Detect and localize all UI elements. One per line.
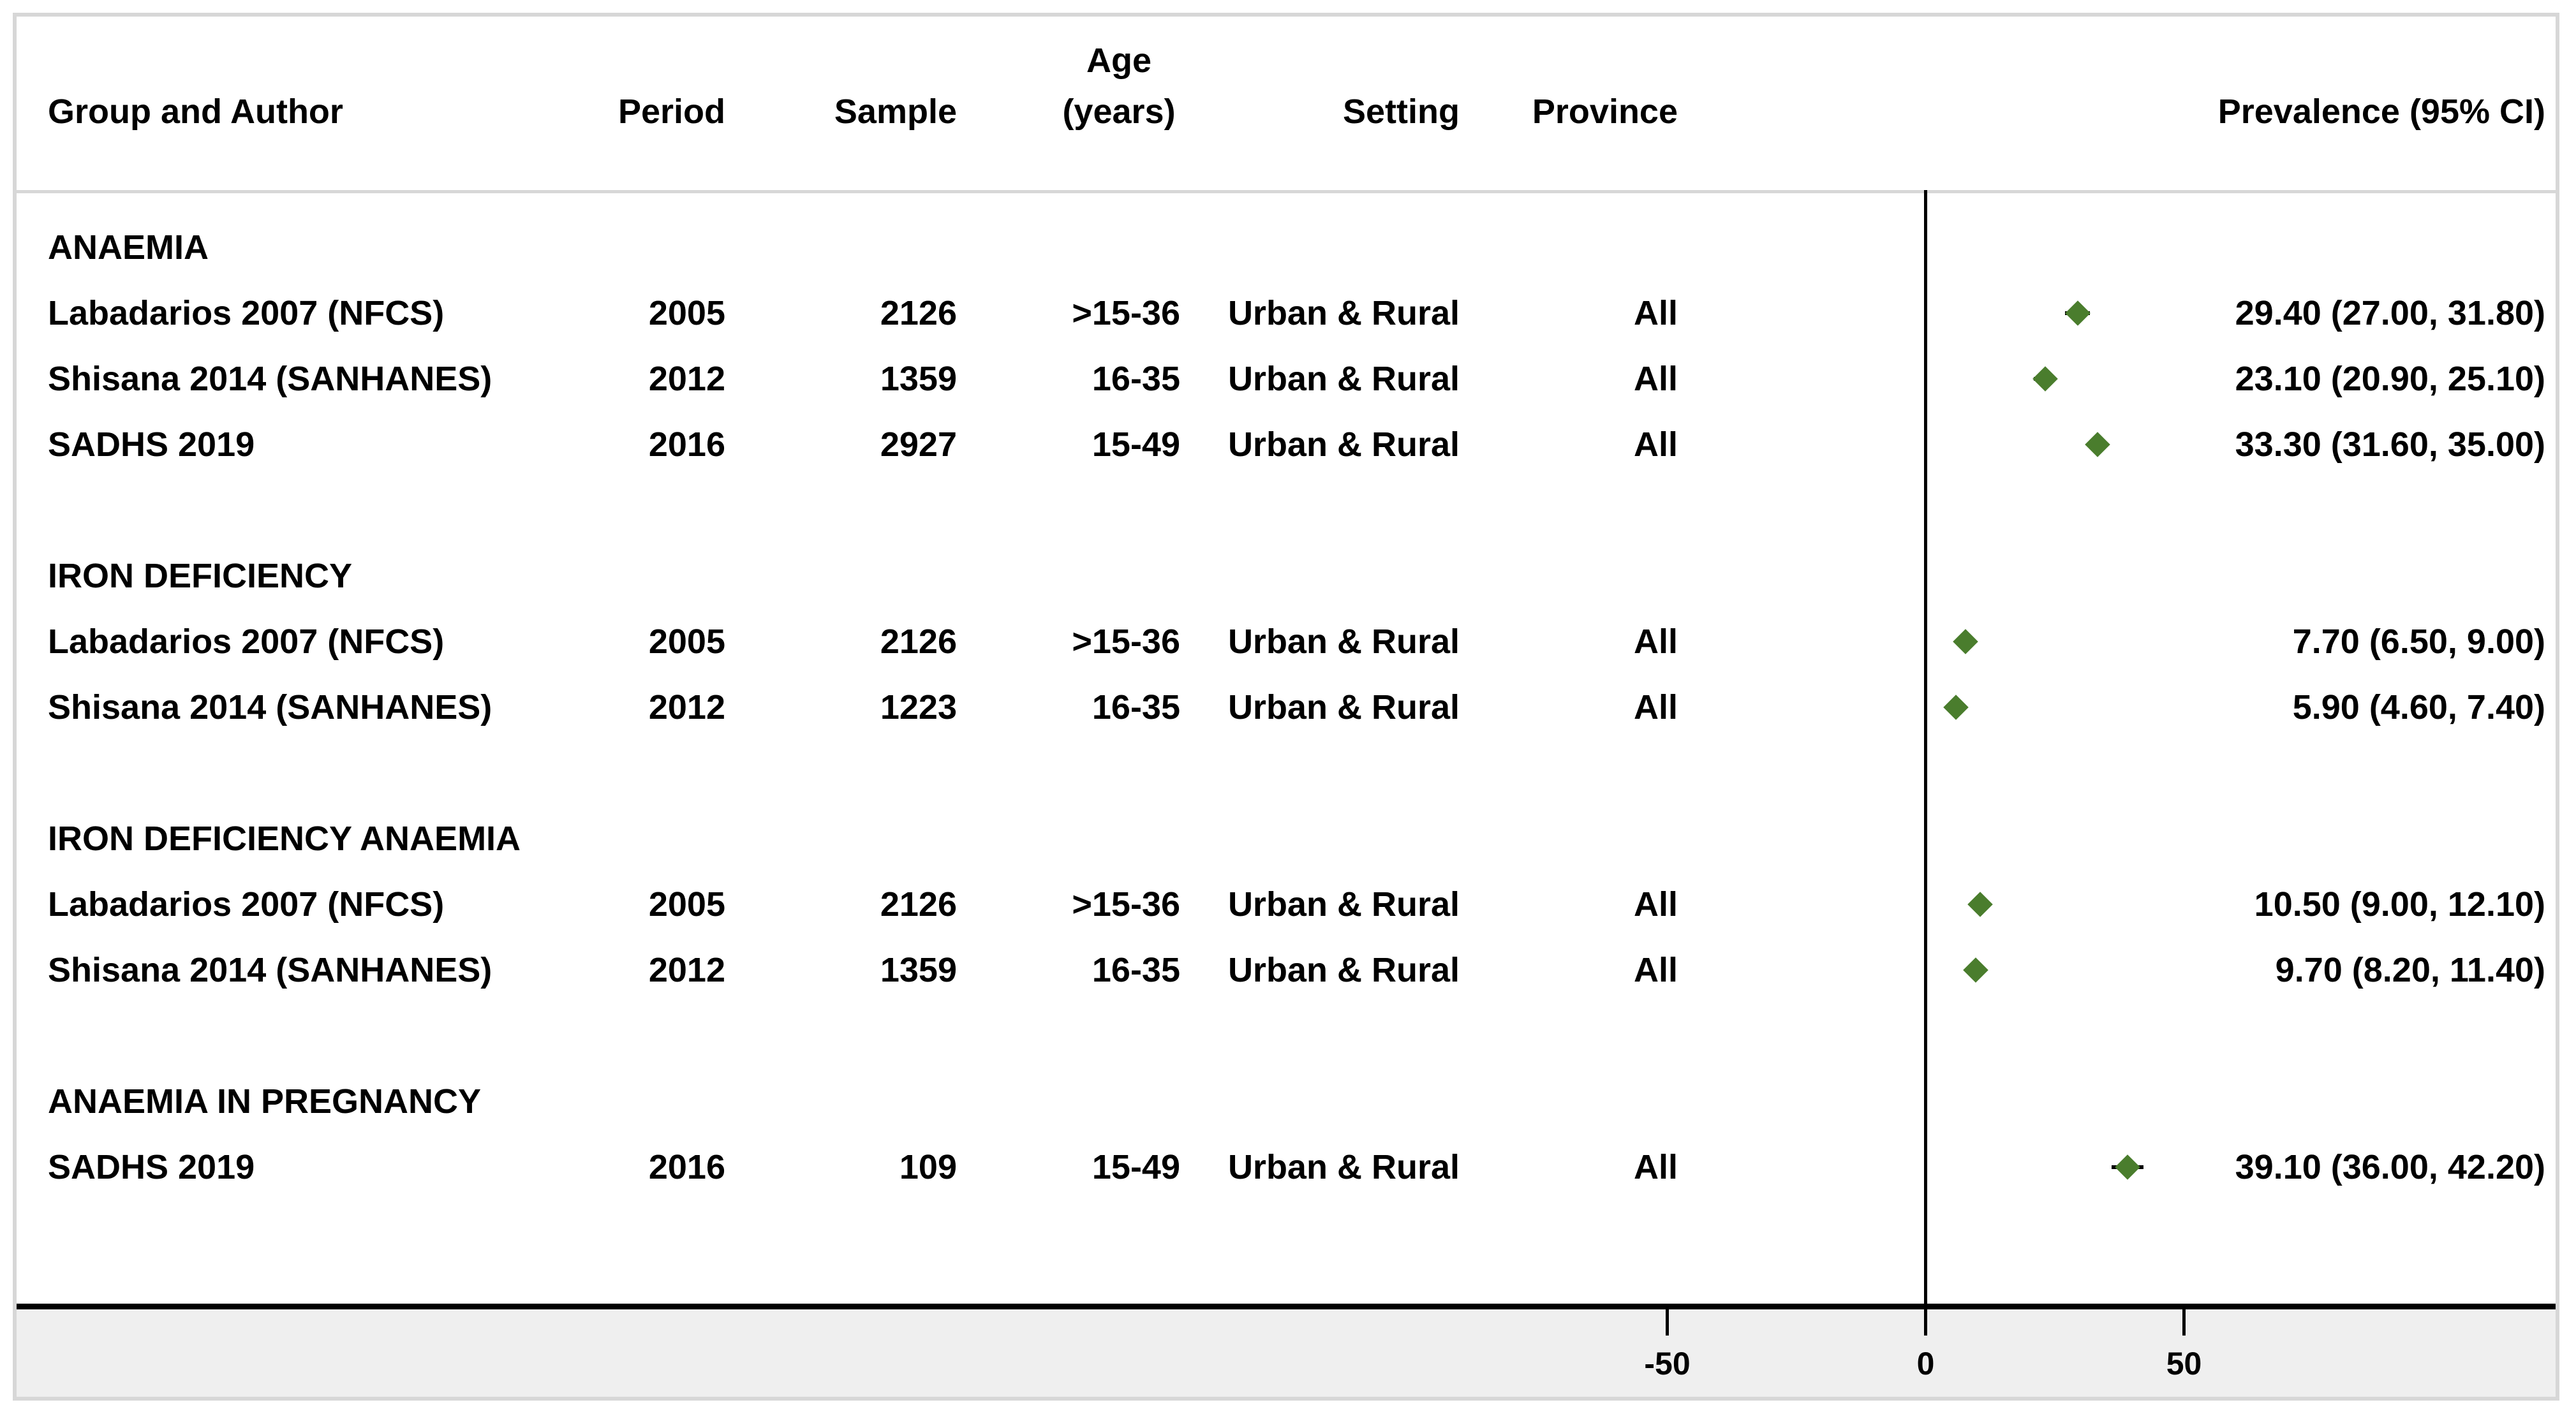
setting-cell: Urban & Rural bbox=[1227, 885, 1460, 924]
col-header-age-line1: Age bbox=[1086, 41, 1151, 80]
setting-cell: Urban & Rural bbox=[1227, 622, 1460, 661]
col-header-sample: Sample bbox=[834, 92, 957, 131]
province-cell: All bbox=[1633, 951, 1678, 989]
study-author-cell: Shisana 2014 (SANHANES) bbox=[48, 360, 492, 398]
setting-cell: Urban & Rural bbox=[1227, 294, 1460, 332]
x-axis-tick-label: -50 bbox=[1644, 1346, 1691, 1381]
col-header-group-author: Group and Author bbox=[48, 92, 343, 131]
period-cell: 2005 bbox=[648, 885, 725, 924]
study-author-cell: SADHS 2019 bbox=[48, 1148, 255, 1186]
col-header-setting: Setting bbox=[1343, 92, 1460, 131]
section-label: IRON DEFICIENCY ANAEMIA bbox=[48, 820, 521, 858]
study-author-cell: Shisana 2014 (SANHANES) bbox=[48, 688, 492, 726]
age-cell: 16-35 bbox=[1092, 951, 1180, 989]
setting-cell: Urban & Rural bbox=[1227, 688, 1460, 726]
period-cell: 2016 bbox=[648, 425, 725, 464]
age-cell: 16-35 bbox=[1092, 688, 1180, 726]
setting-cell: Urban & Rural bbox=[1227, 951, 1460, 989]
study-author-cell: Labadarios 2007 (NFCS) bbox=[48, 294, 445, 332]
study-author-cell: SADHS 2019 bbox=[48, 425, 255, 464]
age-cell: 16-35 bbox=[1092, 360, 1180, 398]
section-label: IRON DEFICIENCY bbox=[48, 557, 353, 595]
sample-cell: 109 bbox=[899, 1148, 957, 1186]
province-cell: All bbox=[1633, 360, 1678, 398]
prevalence-ci-cell: 29.40 (27.00, 31.80) bbox=[2235, 294, 2545, 332]
sample-cell: 2126 bbox=[880, 622, 957, 661]
province-cell: All bbox=[1633, 1148, 1678, 1186]
section-label: ANAEMIA bbox=[48, 228, 209, 267]
sample-cell: 2126 bbox=[880, 885, 957, 924]
setting-cell: Urban & Rural bbox=[1227, 1148, 1460, 1186]
sample-cell: 2927 bbox=[880, 425, 957, 464]
province-cell: All bbox=[1633, 294, 1678, 332]
col-header-age-line2: (years) bbox=[1062, 92, 1176, 131]
prevalence-ci-cell: 10.50 (9.00, 12.10) bbox=[2254, 885, 2545, 924]
x-axis-tick-label: 0 bbox=[1916, 1346, 1935, 1381]
province-cell: All bbox=[1633, 622, 1678, 661]
col-header-period: Period bbox=[618, 92, 725, 131]
x-axis-tick bbox=[2182, 1307, 2186, 1336]
x-axis-baseline bbox=[17, 1304, 2556, 1309]
prevalence-ci-cell: 5.90 (4.60, 7.40) bbox=[2292, 688, 2545, 726]
sample-cell: 1359 bbox=[880, 360, 957, 398]
period-cell: 2005 bbox=[648, 294, 725, 332]
age-cell: >15-36 bbox=[1072, 622, 1180, 661]
prevalence-ci-cell: 33.30 (31.60, 35.00) bbox=[2235, 425, 2545, 464]
x-axis-tick-label: 50 bbox=[2166, 1346, 2202, 1381]
setting-cell: Urban & Rural bbox=[1227, 425, 1460, 464]
period-cell: 2012 bbox=[648, 688, 725, 726]
period-cell: 2012 bbox=[648, 951, 725, 989]
setting-cell: Urban & Rural bbox=[1227, 360, 1460, 398]
period-cell: 2016 bbox=[648, 1148, 725, 1186]
period-cell: 2012 bbox=[648, 360, 725, 398]
period-cell: 2005 bbox=[648, 622, 725, 661]
col-header-prevalence: Prevalence (95% CI) bbox=[2217, 92, 2545, 131]
age-cell: >15-36 bbox=[1072, 294, 1180, 332]
x-axis-tick bbox=[1666, 1307, 1669, 1336]
age-cell: 15-49 bbox=[1092, 425, 1180, 464]
study-author-cell: Labadarios 2007 (NFCS) bbox=[48, 885, 445, 924]
x-axis-strip bbox=[17, 1309, 2556, 1397]
header-separator-line bbox=[17, 190, 2556, 193]
x-axis-tick bbox=[1924, 1307, 1927, 1336]
prevalence-ci-cell: 23.10 (20.90, 25.10) bbox=[2235, 360, 2545, 398]
age-cell: 15-49 bbox=[1092, 1148, 1180, 1186]
sample-cell: 1359 bbox=[880, 951, 957, 989]
col-header-province: Province bbox=[1532, 92, 1678, 131]
province-cell: All bbox=[1633, 885, 1678, 924]
province-cell: All bbox=[1633, 688, 1678, 726]
prevalence-ci-cell: 7.70 (6.50, 9.00) bbox=[2292, 622, 2545, 661]
study-author-cell: Shisana 2014 (SANHANES) bbox=[48, 951, 492, 989]
plot-frame bbox=[13, 13, 2559, 1401]
zero-reference-line bbox=[1924, 190, 1927, 1304]
sample-cell: 1223 bbox=[880, 688, 957, 726]
section-label: ANAEMIA IN PREGNANCY bbox=[48, 1082, 482, 1121]
study-author-cell: Labadarios 2007 (NFCS) bbox=[48, 622, 445, 661]
age-cell: >15-36 bbox=[1072, 885, 1180, 924]
prevalence-ci-cell: 39.10 (36.00, 42.20) bbox=[2235, 1148, 2545, 1186]
sample-cell: 2126 bbox=[880, 294, 957, 332]
province-cell: All bbox=[1633, 425, 1678, 464]
prevalence-ci-cell: 9.70 (8.20, 11.40) bbox=[2275, 951, 2545, 989]
